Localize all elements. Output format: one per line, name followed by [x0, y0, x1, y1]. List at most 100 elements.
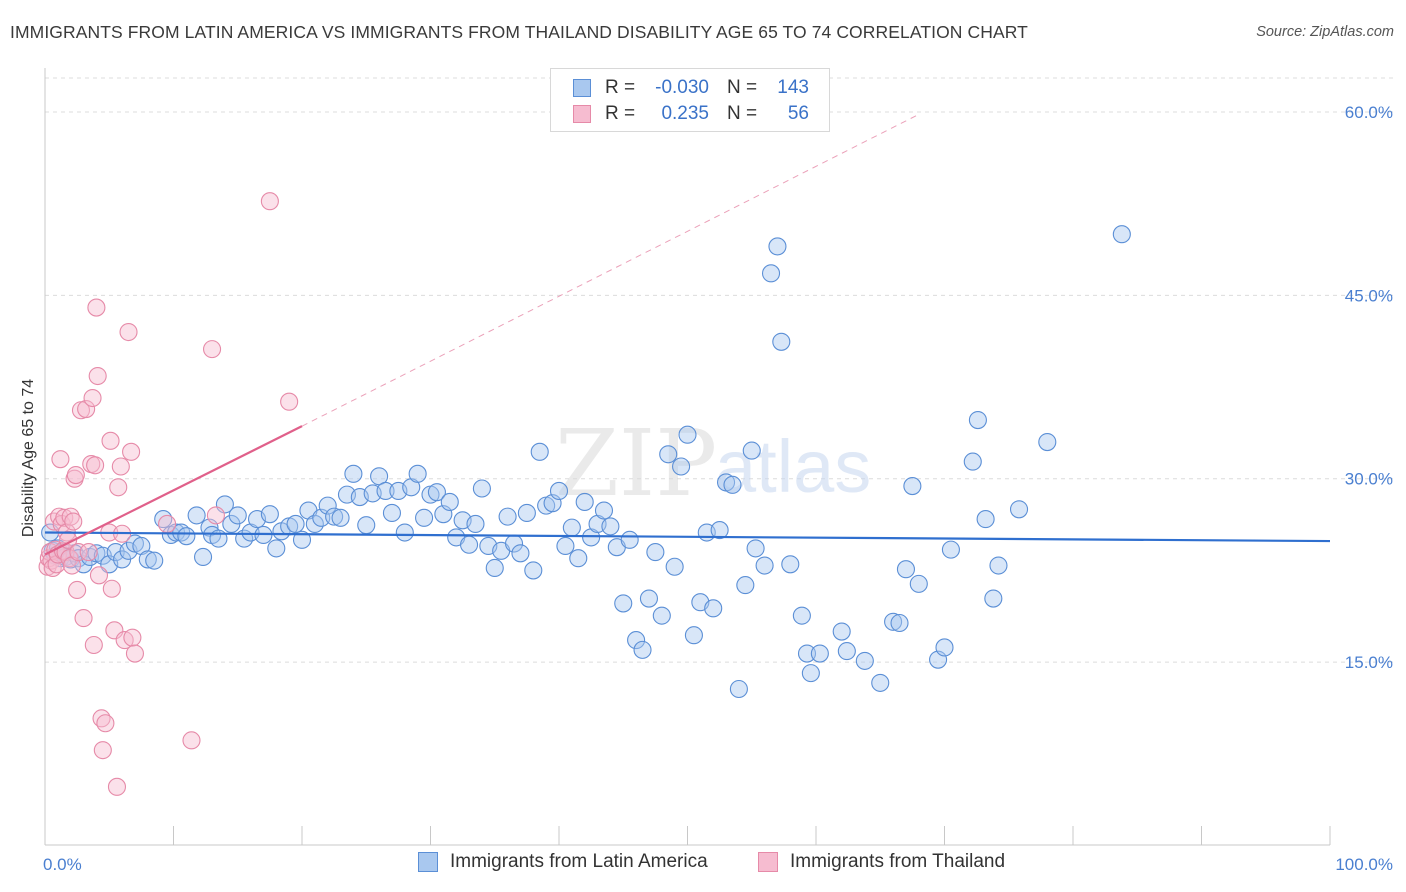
latin-america-point — [855, 651, 874, 670]
legend-label-latin: Immigrants from Latin America — [450, 851, 708, 872]
thailand-point — [51, 450, 70, 469]
latin-america-point — [594, 501, 614, 520]
thailand-point — [74, 609, 93, 628]
series-legend: Immigrants from Latin America Immigrants… — [0, 851, 1406, 879]
thailand-point — [87, 298, 106, 317]
latin-america-point — [228, 506, 247, 525]
legend-swatch-thai — [573, 105, 591, 123]
latin-america-point — [395, 523, 414, 542]
latin-america-point — [968, 410, 987, 430]
latin-america-point — [1112, 225, 1131, 244]
latin-america-point — [440, 492, 459, 512]
latin-america-point — [963, 452, 982, 471]
thailand-point — [68, 580, 87, 600]
latin-america-point — [746, 539, 765, 558]
latin-america-point — [267, 539, 286, 558]
latin-america-point — [781, 555, 800, 574]
legend-n-value: 56 — [787, 103, 809, 124]
thailand-points — [38, 192, 1331, 796]
legend-swatch-latin — [418, 852, 438, 872]
latin-america-point — [742, 441, 761, 460]
thailand-point — [119, 322, 138, 342]
latin-america-point — [797, 644, 817, 663]
latin-america-point — [989, 556, 1008, 575]
latin-america-point — [459, 535, 479, 554]
thailand-point — [260, 192, 279, 211]
thailand-point — [88, 366, 107, 386]
latin-america-point — [498, 507, 517, 526]
thailand-point — [89, 566, 109, 585]
latin-america-point — [837, 642, 856, 661]
latin-america-point — [575, 492, 594, 512]
latin-america-point — [890, 613, 909, 633]
latin-america-point — [652, 606, 671, 625]
latin-america-point — [704, 599, 723, 618]
thailand-point — [280, 392, 299, 411]
latin-america-point — [639, 589, 659, 608]
legend-label-thai: Immigrants from Thailand — [790, 851, 1006, 872]
legend-r-value: 0.235 — [661, 103, 709, 124]
latin-america-point — [909, 574, 928, 593]
latin-america-point — [884, 612, 903, 631]
latin-america-point — [138, 550, 157, 569]
latin-america-point — [382, 503, 402, 523]
latin-america-point — [723, 475, 742, 494]
x-tick-label: 100.0% — [1335, 855, 1393, 874]
legend-row-latin: R = -0.030 N = 143 — [573, 76, 809, 100]
legend-n-label: N = — [727, 77, 758, 98]
legend-r-label: R = — [605, 77, 636, 98]
latin-america-point — [755, 556, 774, 575]
latin-america-point — [665, 557, 684, 576]
thailand-point — [83, 388, 102, 408]
latin-america-point — [511, 544, 530, 563]
thailand-point — [102, 579, 121, 598]
source-label: Source: ZipAtlas.com — [1256, 24, 1394, 40]
latin-america-point — [194, 547, 213, 567]
latin-america-point — [941, 540, 960, 559]
latin-america-point — [569, 549, 588, 568]
latin-america-point — [562, 518, 581, 537]
latin-america-point — [935, 638, 954, 657]
latin-america-point — [646, 543, 665, 562]
y-axis-title: Disability Age 65 to 74 — [20, 379, 37, 537]
latin-america-point — [472, 479, 491, 498]
y-tick-label: 30.0% — [1345, 470, 1393, 489]
latin-america-point — [801, 664, 820, 683]
latin-america-point — [984, 589, 1003, 608]
latin-america-point — [614, 594, 633, 613]
legend-row-thai: R = 0.235 N = 56 — [573, 102, 809, 126]
legend-item-thai: Immigrants from Thailand — [758, 851, 1005, 873]
thailand-point — [86, 456, 105, 475]
thailand-trend-line — [44, 425, 303, 556]
watermark-zip: ZIP — [555, 410, 717, 517]
latin-america-point — [556, 536, 575, 556]
latin-america-point — [768, 237, 787, 256]
legend-item-latin: Immigrants from Latin America — [418, 851, 708, 873]
latin-america-point — [672, 457, 691, 476]
latin-america-point — [710, 521, 729, 540]
latin-america-point — [187, 506, 206, 525]
thailand-point — [203, 340, 222, 359]
thailand-point — [107, 777, 127, 796]
latin-america-point — [524, 561, 543, 580]
legend-r-value: -0.030 — [655, 77, 709, 98]
latin-america-point — [871, 673, 890, 692]
thailand-point — [206, 506, 225, 525]
latin-america-trend-line — [44, 531, 1331, 543]
latin-america-point — [792, 606, 811, 625]
latin-america-point — [684, 626, 703, 645]
latin-america-point — [903, 477, 922, 496]
y-tick-label: 60.0% — [1345, 103, 1393, 122]
y-tick-label: 15.0% — [1345, 653, 1393, 672]
latin-america-point — [772, 332, 791, 351]
latin-america-point — [678, 425, 697, 444]
thailand-point — [123, 628, 142, 647]
thailand-point — [101, 431, 120, 450]
latin-america-point — [325, 507, 344, 526]
x-tick-labels: 0.0% 100.0% — [43, 855, 1393, 874]
legend-r-label: R = — [605, 103, 636, 124]
latin-america-point — [659, 445, 678, 464]
thailand-point — [61, 507, 80, 526]
thailand-point — [158, 514, 177, 534]
latin-america-point — [549, 481, 569, 501]
